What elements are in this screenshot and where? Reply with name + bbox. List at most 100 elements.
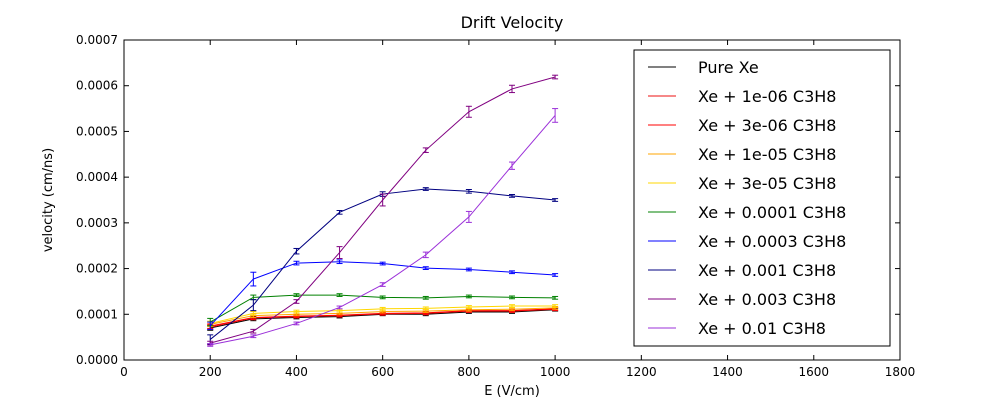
legend-item-7: Xe + 0.001 C3H8 [648,261,836,280]
series-line-8 [210,76,556,344]
error-bar-9-1 [250,334,257,339]
legend-label: Xe + 0.0003 C3H8 [698,232,846,251]
error-bar-7-5 [422,187,429,191]
legend-label: Pure Xe [698,58,759,77]
x-tick-label: 1400 [712,365,743,379]
series-6 [207,259,559,330]
error-bar-6-4 [379,261,386,266]
legend-label: Xe + 0.01 C3H8 [698,319,826,338]
error-bar-5-3 [336,293,343,297]
legend-label: Xe + 0.0001 C3H8 [698,203,846,222]
legend-label: Xe + 0.001 C3H8 [698,261,836,280]
error-bar-5-8 [552,295,559,300]
error-bar-6-0 [207,321,214,330]
plot-area [123,39,901,361]
error-bar-9-5 [422,251,429,259]
error-bar-4-4 [379,306,386,311]
legend-box [633,49,891,347]
error-bar-8-7 [509,84,515,94]
error-bar-7-2 [293,247,300,255]
legend-item-1: Xe + 1e-06 C3H8 [648,87,836,106]
error-bar-5-4 [379,295,386,300]
error-bar-4-1 [250,311,257,316]
error-bar-8-8 [552,74,559,80]
error-bar-6-3 [336,259,343,265]
y-tick-label: 0.0001 [76,307,118,321]
error-bar-8-2 [293,299,300,304]
y-tick-label: 0.0004 [76,170,118,184]
x-tick-label: 1800 [885,365,916,379]
error-bar-6-1 [250,271,257,287]
legend-item-8: Xe + 0.003 C3H8 [648,290,836,309]
legend-label: Xe + 1e-05 C3H8 [698,145,836,164]
y-tick-label: 0.0006 [76,79,118,93]
error-bar-6-5 [422,266,429,270]
error-bar-9-3 [336,305,343,310]
x-tick-label: 1000 [540,365,571,379]
error-bar-4-6 [465,305,472,309]
error-bar-5-2 [293,293,300,297]
legend-label: Xe + 3e-05 C3H8 [698,174,836,193]
series-7 [207,187,559,345]
error-bar-8-4 [379,193,386,207]
plot-frame [123,39,901,361]
y-tick-label: 0.0005 [76,124,118,138]
legend-label: Xe + 1e-06 C3H8 [698,87,836,106]
x-tick-label: 600 [371,365,394,379]
y-axis-label: velocity (cm/ns) [41,148,56,252]
error-bar-7-3 [336,210,343,215]
legend-item-6: Xe + 0.0003 C3H8 [648,232,846,251]
x-axis-label: E (V/cm) [484,384,540,399]
y-tick-label: 0.0003 [76,216,118,230]
x-tick-label: 200 [199,365,222,379]
error-bar-4-2 [293,309,300,314]
error-bar-8-3 [336,246,343,260]
legend-item-0: Pure Xe [648,58,759,77]
error-bar-9-4 [379,282,386,287]
error-bar-8-1 [250,328,257,334]
error-bar-5-6 [465,294,472,299]
error-bar-7-8 [552,198,559,202]
error-bar-6-6 [465,267,472,272]
error-bar-9-7 [509,161,515,170]
legend: Pure Xe Xe + 1e-06 C3H8 Xe + 3e-06 C3H8 Xe … [633,49,891,347]
x-tick-label: 800 [457,365,480,379]
error-bar-9-6 [465,210,472,223]
x-tick-label: 0 [120,365,128,379]
series-8 [207,74,559,346]
y-axis-ticks: 0.0000 0.0001 0.0002 0.0003 0.0004 0.0005 0.00… [76,33,900,367]
x-tick-label: 1200 [626,365,657,379]
error-bar-6-7 [509,270,515,275]
error-bar-7-1 [250,299,257,312]
x-axis-ticks: 0 200 400 600 800 1000 1200 1400 1600 1800 [120,40,915,379]
error-bar-9-2 [293,321,300,326]
chart-title: Drift Velocity [461,13,564,32]
error-bar-6-2 [293,260,300,266]
error-bar-7-7 [509,194,515,198]
error-bar-4-5 [422,306,429,311]
legend-label: Xe + 0.003 C3H8 [698,290,836,309]
error-bar-6-8 [552,273,559,277]
y-tick-label: 0.0000 [76,353,118,367]
error-bar-5-5 [422,295,429,300]
y-tick-label: 0.0002 [76,262,118,276]
legend-item-5: Xe + 0.0001 C3H8 [648,203,846,222]
legend-item-9: Xe + 0.01 C3H8 [648,319,826,338]
series-9 [207,108,559,347]
legend-item-2: Xe + 3e-06 C3H8 [648,116,836,135]
error-bar-4-8 [552,304,559,308]
y-tick-label: 0.0007 [76,33,118,47]
error-bar-7-6 [465,188,472,194]
x-tick-label: 400 [285,365,308,379]
x-tick-label: 1600 [799,365,830,379]
error-bar-9-8 [552,108,559,123]
legend-item-4: Xe + 3e-05 C3H8 [648,174,836,193]
error-bar-9-0 [207,343,214,347]
legend-label: Xe + 3e-06 C3H8 [698,116,836,135]
error-bar-8-5 [422,147,429,153]
error-bar-8-6 [465,105,472,118]
error-bar-4-7 [509,304,515,308]
error-bar-5-7 [509,295,515,300]
legend-item-3: Xe + 1e-05 C3H8 [648,145,836,164]
